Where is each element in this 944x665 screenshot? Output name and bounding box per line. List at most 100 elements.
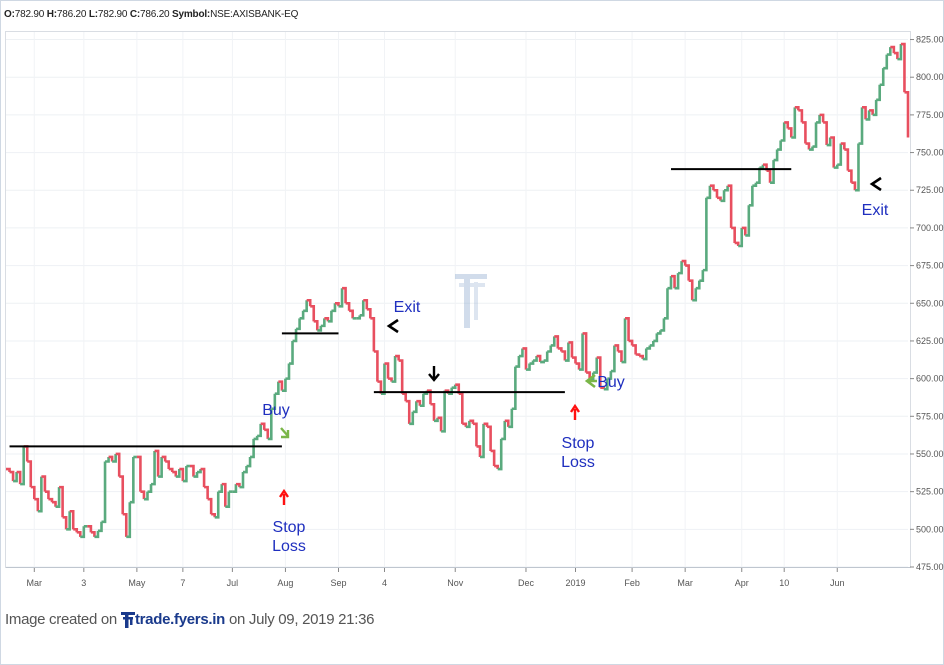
x-tick-label: Mar (27, 578, 43, 588)
x-tick-label: Jun (830, 578, 845, 588)
kagi-segment (126, 502, 132, 539)
kagi-segment (441, 390, 446, 433)
kagi-segment (76, 531, 82, 537)
kagi-segment (324, 317, 330, 322)
kagi-segment (702, 197, 708, 272)
y-tick-label: 650.00 (916, 298, 944, 308)
x-tick-label: 10 (779, 578, 789, 588)
kagi-segment (777, 140, 782, 151)
y-tick-label: 800.00 (916, 72, 944, 82)
kagi-segment (260, 422, 266, 430)
kagi-segment (136, 455, 142, 492)
kagi-segment (724, 185, 729, 192)
kagi-segment (487, 425, 492, 451)
kagi-segment (232, 484, 238, 493)
kagi-segment (685, 264, 690, 281)
kagi-segment (501, 420, 507, 441)
kagi-segment (214, 491, 220, 519)
kagi-segment (37, 476, 43, 513)
y-tick-label: 725.00 (916, 185, 944, 195)
kagi-segment (172, 470, 178, 477)
footer-prefix: Image created on (5, 611, 117, 628)
kagi-segment (816, 114, 821, 124)
kagi-segment (632, 344, 637, 355)
kagi-segment (207, 497, 213, 515)
kagi-segment (66, 511, 71, 531)
x-tick-label: May (128, 578, 146, 588)
down-arrow-icon (428, 366, 440, 382)
kagi-segment (798, 109, 804, 123)
kagi-segment (267, 408, 273, 441)
kagi-segment (119, 475, 125, 515)
kagi-segment (741, 226, 747, 236)
kagi-segment (9, 470, 15, 482)
kagi-segment (143, 491, 149, 501)
kagi-segment (87, 525, 93, 533)
kagi-segment (603, 378, 609, 391)
kagi-segment (30, 485, 36, 500)
kagi-segment (101, 461, 107, 524)
kagi-segment (490, 449, 496, 467)
kagi-segment (508, 408, 514, 429)
y-tick-label: 525.00 (916, 487, 944, 497)
kagi-segment (748, 185, 754, 207)
kagi-segment (349, 309, 354, 319)
kagi-segment (847, 169, 853, 183)
kagi-segment (296, 318, 301, 331)
kagi-segment (380, 363, 386, 395)
kagi-segment (246, 456, 252, 468)
kagi-segment (787, 127, 793, 138)
kagi-segment (175, 469, 181, 478)
x-tick-label: Aug (277, 578, 293, 588)
kagi-segment (731, 226, 736, 243)
kagi-segment (154, 449, 160, 477)
kagi-segment (455, 383, 461, 394)
kagi-segment (320, 318, 326, 328)
footer-suffix: on July 09, 2019 21:36 (228, 611, 375, 628)
kagi-segment (564, 342, 570, 362)
kagi-segment (274, 381, 280, 395)
kagi-segment (628, 339, 634, 346)
kagi-segment (561, 350, 567, 361)
kagi-segment (525, 363, 531, 371)
kagi-segment (129, 456, 135, 504)
kagi-segment (610, 345, 616, 373)
kagi-segment (278, 380, 284, 391)
annotation-label: Stop (562, 435, 595, 452)
kagi-segment (879, 68, 885, 87)
kagi-segment (366, 307, 372, 319)
kagi-segment (826, 137, 832, 147)
kagi-segment (59, 485, 64, 518)
left-arrow-icon (386, 318, 399, 334)
kagi-segment (869, 109, 874, 115)
x-tick-label: Apr (735, 578, 749, 588)
kagi-segment (27, 460, 33, 488)
kagi-segment (221, 482, 227, 507)
kagi-segment (678, 261, 683, 275)
kagi-segment (635, 353, 641, 357)
x-tick-label: Dec (518, 578, 535, 588)
kagi-segment (738, 227, 744, 248)
kagi-segment (313, 320, 319, 331)
annotation-label: Buy (262, 402, 290, 419)
kagi-segment (536, 354, 542, 363)
kagi-segment (271, 393, 277, 411)
kagi-segment (582, 332, 588, 373)
kagi-segment (345, 301, 351, 311)
kagi-segment (649, 340, 655, 347)
kagi-segment (660, 318, 666, 332)
kagi-segment (713, 188, 719, 198)
kagi-segment (844, 148, 850, 171)
kagi-segment (402, 392, 408, 402)
kagi-segment (479, 423, 485, 459)
kagi-segment (412, 401, 418, 414)
kagi-segment (434, 417, 439, 423)
ohlc-readout: O:782.90 H:786.20 L:782.90 C:786.20 Symb… (4, 9, 299, 20)
kagi-segment (805, 142, 811, 150)
kagi-segment (239, 472, 245, 489)
kagi-segment (165, 460, 171, 470)
y-tick-label: 500.00 (916, 524, 944, 534)
kagi-segment (663, 288, 669, 320)
footer-brand-text: trade.fyers.in (134, 611, 225, 628)
kagi-segment (872, 99, 878, 117)
